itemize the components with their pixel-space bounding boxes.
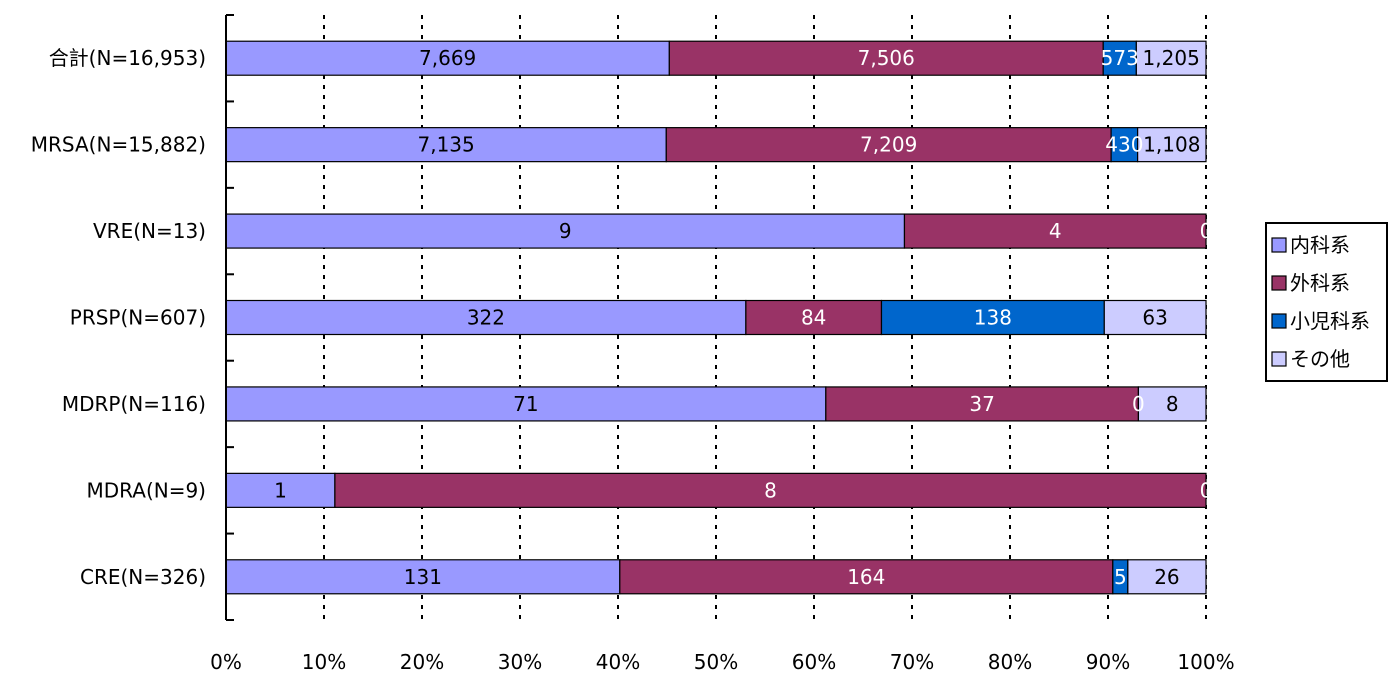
- data-label: 63: [1142, 306, 1167, 330]
- bar-segment: [668, 40, 1104, 76]
- bar-segment: [880, 299, 1105, 336]
- bar-segment: [1110, 127, 1139, 163]
- data-label: 9: [559, 219, 572, 243]
- legend-label: 内科系: [1290, 233, 1350, 257]
- legend-swatch: [1271, 351, 1287, 367]
- category-label: MRSA(N=15,882): [31, 133, 206, 157]
- bar-segment: [1137, 386, 1207, 422]
- bar-segment: [665, 127, 1112, 163]
- data-label: 71: [513, 392, 538, 416]
- x-tick-label: 40%: [596, 650, 640, 673]
- legend-swatch: [1271, 313, 1287, 329]
- x-tick-label: 90%: [1086, 650, 1130, 673]
- bar-segment: [903, 213, 1207, 249]
- labels-layer: 0% 10% 20% 30% 40% 50% 60% 70% 80% 90% 100% 合計(N=16…: [31, 46, 1235, 674]
- legend-label: 外科系: [1290, 271, 1350, 295]
- data-label: 7,209: [860, 133, 917, 157]
- legend-swatch: [1271, 237, 1287, 253]
- data-label: 4: [1049, 219, 1062, 243]
- data-label: 0: [1200, 219, 1213, 243]
- x-tick-label: 50%: [694, 650, 738, 673]
- bar-segment: [745, 299, 883, 336]
- data-label: 37: [969, 392, 994, 416]
- bars-layer: [225, 40, 1207, 595]
- data-label: 26: [1154, 565, 1179, 589]
- x-tick-label: 100%: [1177, 650, 1234, 673]
- category-label: CRE(N=326): [80, 565, 206, 589]
- data-label: 164: [847, 565, 885, 589]
- data-label: 5: [1114, 565, 1127, 589]
- bar-segment: [225, 386, 827, 422]
- data-label: 1,108: [1143, 133, 1200, 157]
- data-label: 84: [801, 306, 826, 330]
- data-label: 138: [974, 306, 1012, 330]
- data-label: 8: [764, 478, 777, 502]
- x-tick-label: 80%: [988, 650, 1032, 673]
- data-label: 1: [274, 478, 287, 502]
- data-label: 322: [467, 306, 505, 330]
- x-tick-label: 20%: [400, 650, 444, 673]
- bar-segment: [619, 559, 1114, 595]
- data-label: 573: [1101, 46, 1139, 70]
- category-label: PRSP(N=607): [70, 306, 206, 330]
- bar-segment: [1137, 127, 1207, 163]
- data-label: 7,669: [419, 46, 476, 70]
- bar-segment: [1135, 40, 1207, 76]
- bar-segment: [1103, 299, 1207, 336]
- category-label: VRE(N=13): [93, 219, 206, 243]
- legend-swatch: [1271, 275, 1287, 291]
- bar-segment: [1127, 559, 1207, 595]
- bar-segment: [225, 559, 621, 595]
- data-label: 7,506: [858, 46, 915, 70]
- x-tick-label: 70%: [890, 650, 934, 673]
- x-tick-label: 10%: [302, 650, 346, 673]
- bar-segment: [225, 127, 667, 163]
- x-tick-label: 60%: [792, 650, 836, 673]
- legend-label: 小児科系: [1290, 309, 1370, 333]
- data-label: 8: [1166, 392, 1179, 416]
- category-label: MDRA(N=9): [87, 478, 206, 502]
- legend-label: その他: [1290, 347, 1350, 371]
- x-tick-label: 30%: [498, 650, 542, 673]
- bar-segment: [225, 299, 747, 336]
- data-label: 0: [1200, 478, 1213, 502]
- bar-segment: [334, 472, 1207, 508]
- bar-segment: [1102, 40, 1137, 76]
- category-label: 合計(N=16,953): [49, 46, 206, 70]
- category-label: MDRP(N=116): [62, 392, 206, 416]
- x-tick-label: 0%: [210, 650, 242, 673]
- data-label: 0: [1132, 392, 1145, 416]
- axis-layer: [225, 14, 234, 621]
- data-label: 131: [404, 565, 442, 589]
- data-label: 7,135: [418, 133, 475, 157]
- bar-segment: [825, 386, 1140, 422]
- data-label: 1,205: [1143, 46, 1200, 70]
- data-label: 430: [1105, 133, 1143, 157]
